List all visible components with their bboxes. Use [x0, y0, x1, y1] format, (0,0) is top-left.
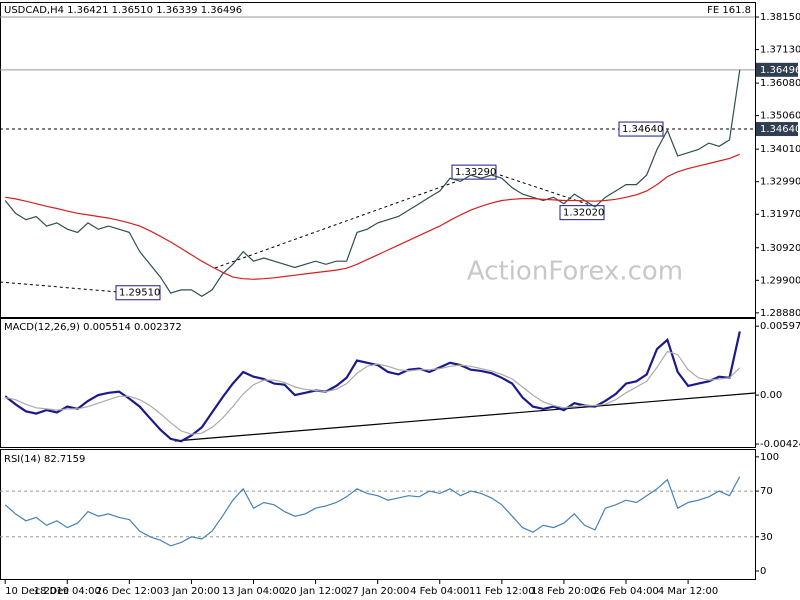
series-line: [4, 69, 741, 298]
series-line: [5, 153, 741, 280]
annotation-label: 1.34640: [622, 124, 663, 135]
y-tick-label: 1.30920: [760, 243, 800, 254]
annotation-box: [559, 205, 605, 221]
annotation-box: [618, 121, 664, 137]
y-tick-label: 0.00: [760, 390, 782, 401]
x-tick-label: 26 Dec 12:00: [96, 586, 163, 597]
y-tick-label: 1.29900: [760, 275, 800, 286]
annotation-label: 1.32020: [563, 208, 604, 219]
y-tick-label: 1.38150: [760, 12, 800, 23]
y-tick-label: 1.28880: [760, 308, 800, 319]
series-line: [4, 331, 741, 443]
price-tag-label: 1.36496: [760, 65, 800, 76]
price-tag-label: 1.34640: [760, 124, 800, 135]
x-tick-label: 18 Feb 20:00: [531, 586, 597, 597]
y-tick-label: 1.36080: [760, 78, 800, 89]
y-tick-label: 0.005979: [760, 321, 800, 332]
series-line: [5, 350, 741, 435]
x-tick-label: 13 Jan 04:00: [222, 586, 285, 597]
x-tick-label: 18 Dec 04:00: [34, 586, 101, 597]
x-tick-label: 26 Feb 04:00: [593, 586, 659, 597]
x-tick-label: 3 Jan 20:00: [163, 586, 220, 597]
annotation-label: 1.33290: [455, 167, 496, 178]
rsi-title: RSI(14) 82.7159: [4, 454, 85, 465]
x-tick-label: 4 Feb 04:00: [410, 586, 469, 597]
y-tick-label: 1.34010: [760, 144, 800, 155]
x-tick-label: 11 Feb 12:00: [469, 586, 535, 597]
y-tick-label: 100: [760, 452, 779, 463]
y-tick-label: 1.32990: [760, 177, 800, 188]
price-title: USDCAD,H4 1.36421 1.36510 1.36339 1.3649…: [4, 5, 242, 16]
price-tag: [756, 62, 798, 77]
trend-line: [0, 281, 119, 293]
x-tick-label: 10 Dec 2019: [5, 586, 69, 597]
y-tick-label: 0: [760, 566, 766, 577]
macd-trend-line: [174, 392, 756, 442]
y-tick-label: 1.37130: [760, 45, 800, 56]
y-tick-label: 70: [760, 486, 773, 497]
fe-label: FE 161.8: [707, 5, 751, 16]
macd-panel: [0, 318, 756, 448]
watermark: ActionForex.com: [467, 257, 683, 287]
series-line: [4, 476, 741, 547]
rsi-panel: [0, 449, 756, 580]
y-tick-label: 30: [760, 532, 773, 543]
x-tick-label: 27 Jan 20:00: [346, 586, 409, 597]
annotation-label: 1.29510: [119, 288, 160, 299]
trend-line: [214, 181, 456, 269]
y-tick-label: 1.35060: [760, 111, 800, 122]
x-tick-label: 20 Jan 12:00: [284, 586, 347, 597]
x-tick-label: 4 Mar 12:00: [658, 586, 718, 597]
annotation-box: [451, 164, 497, 180]
y-tick-label: 1.31970: [760, 209, 800, 220]
y-tick-label: -0.004244: [760, 439, 800, 450]
annotation-box: [115, 285, 161, 301]
macd-title: MACD(12,26,9) 0.005514 0.002372: [4, 322, 182, 333]
price-tag: [756, 122, 798, 137]
price-panel: [0, 2, 756, 318]
